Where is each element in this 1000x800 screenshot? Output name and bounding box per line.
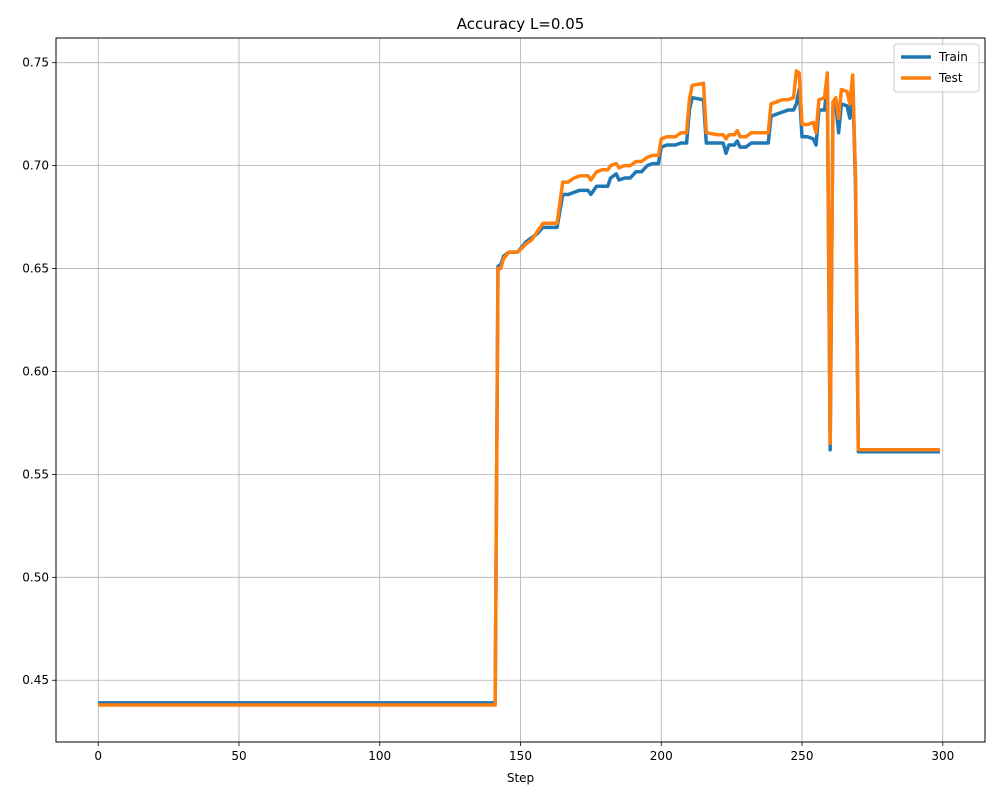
series-lines [98,69,940,707]
x-tick-label: 50 [231,749,246,763]
x-tick-label: 200 [650,749,673,763]
y-tick-label: 0.50 [22,570,49,584]
x-tick-label: 100 [368,749,391,763]
test-series-line [98,69,940,707]
legend-test-label: Test [938,71,963,85]
y-tick-label: 0.65 [22,262,49,276]
y-tick-label: 0.70 [22,159,49,173]
x-tick-label: 250 [791,749,814,763]
legend: Train Test [893,43,980,93]
y-tick-label: 0.75 [22,56,49,70]
x-axis-ticks: 0 50 100 150 200 250 300 [94,742,954,763]
y-tick-label: 0.45 [22,673,49,687]
chart-title: Accuracy L=0.05 [457,15,585,33]
x-tick-label: 150 [509,749,532,763]
legend-train-label: Train [938,50,968,64]
y-tick-label: 0.60 [22,364,49,378]
y-axis-ticks: 0.45 0.50 0.55 0.60 0.65 0.70 0.75 [22,56,56,687]
x-axis-label: Step [507,771,534,785]
x-tick-label: 300 [931,749,954,763]
x-tick-label: 0 [94,749,102,763]
y-tick-label: 0.55 [22,467,49,481]
